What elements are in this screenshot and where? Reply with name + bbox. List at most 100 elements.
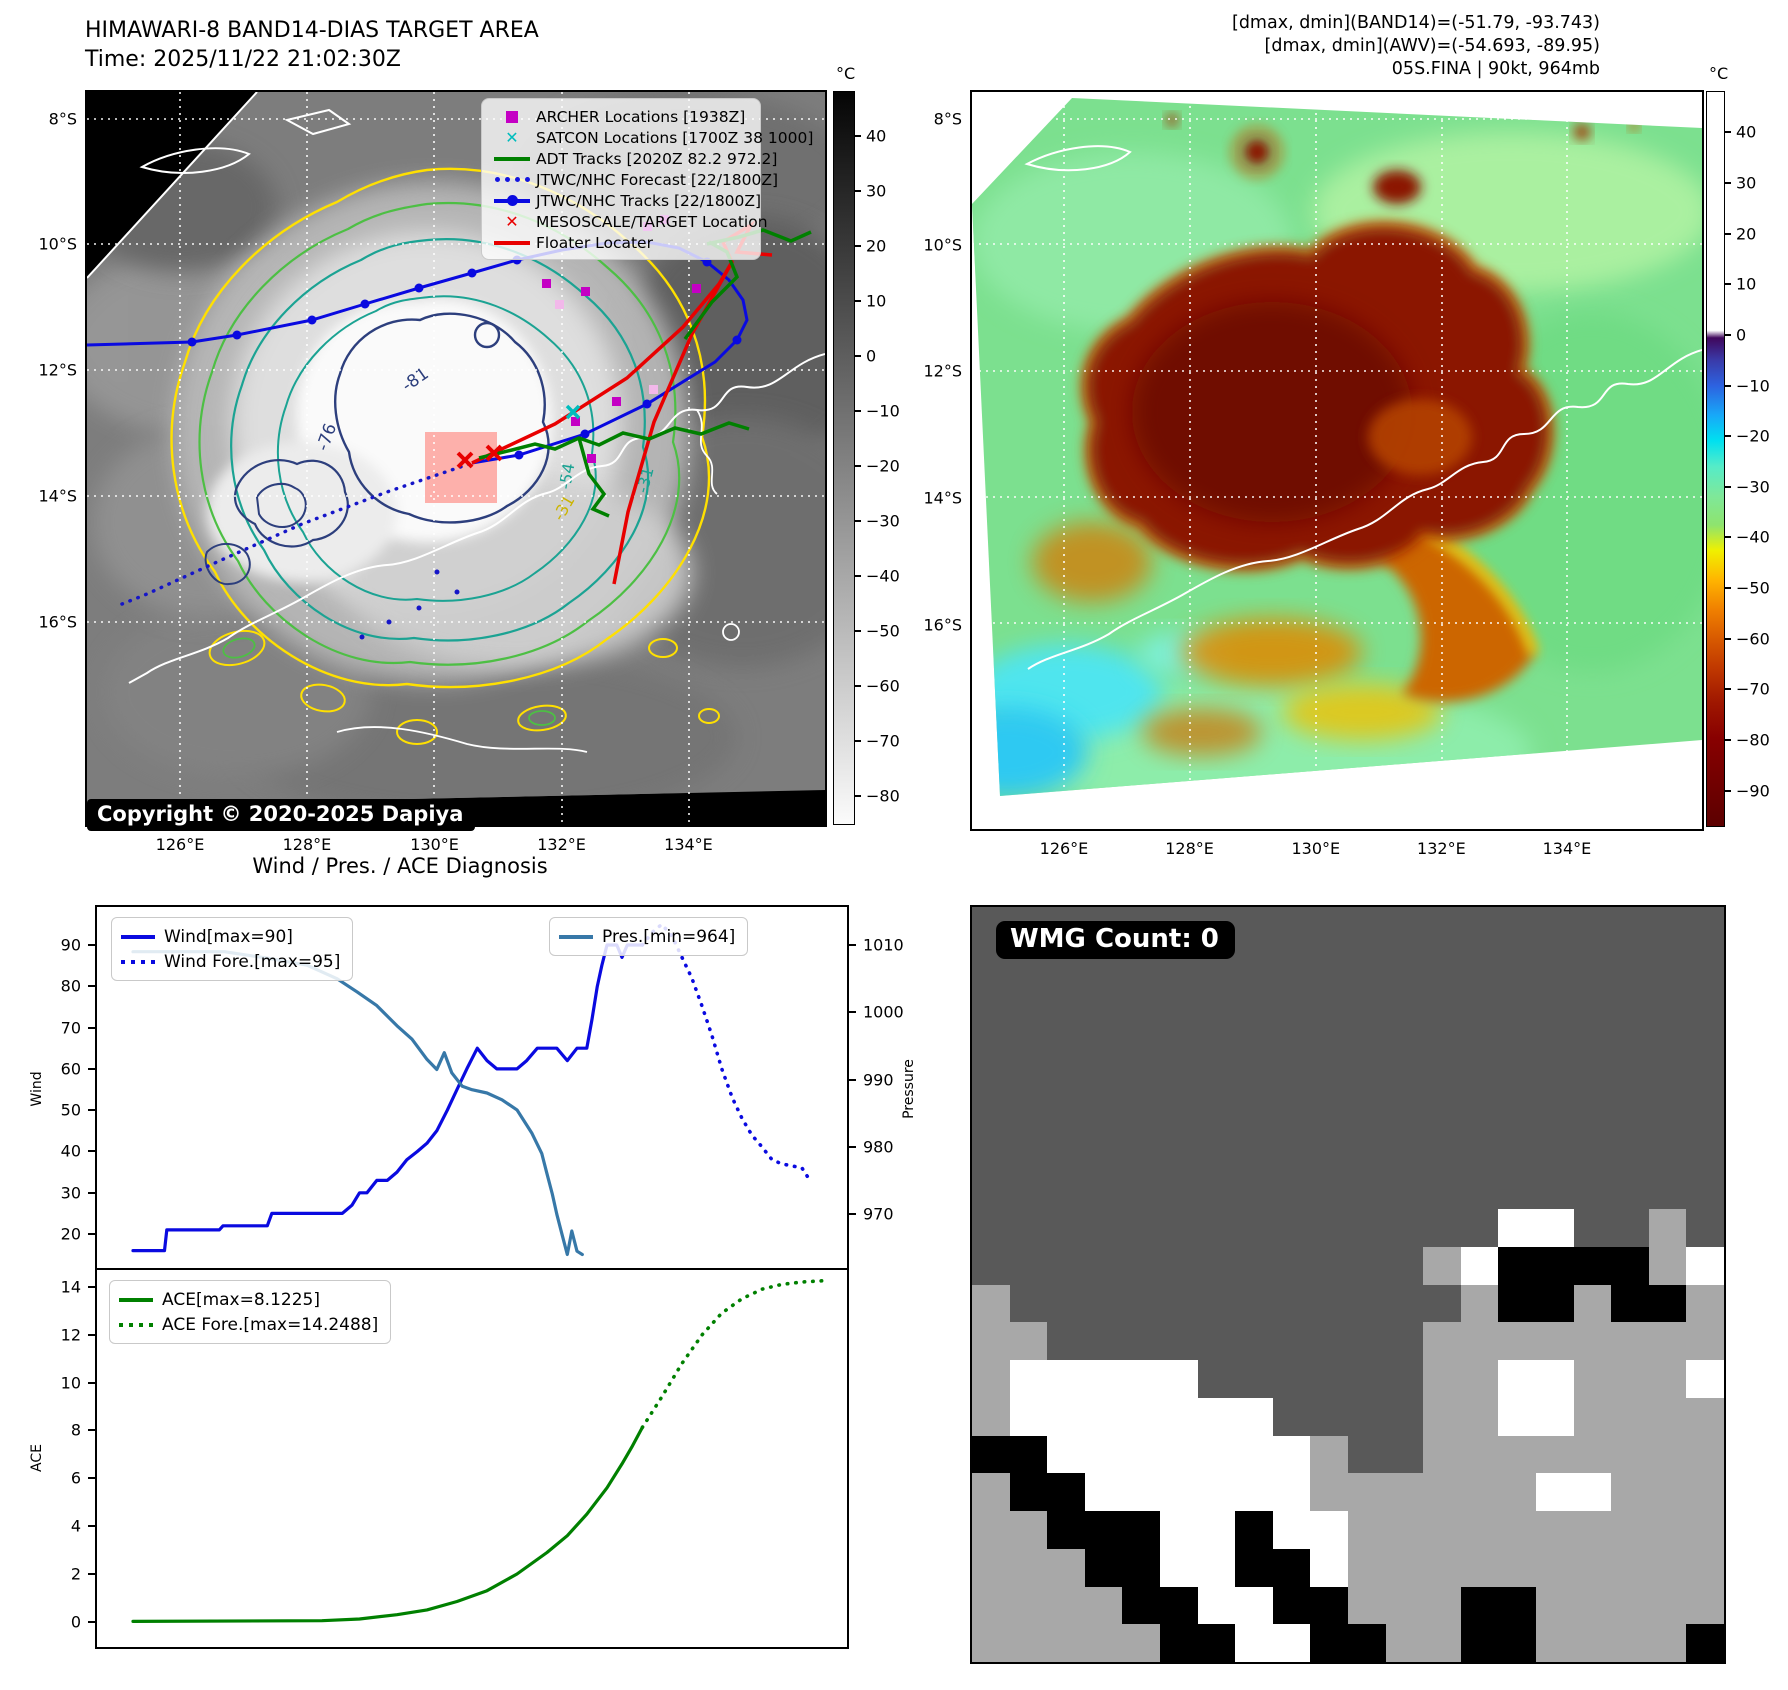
wmg-cell — [1009, 982, 1048, 1021]
wmg-cell — [1460, 1133, 1499, 1172]
band14-map-panel: -81 -76 -54 -31 -31 — [38, 90, 827, 854]
wmg-cell — [1573, 1020, 1612, 1058]
colorbar-tick — [854, 520, 861, 523]
series-pres-min-964- — [131, 950, 584, 1257]
wmg-cell — [1460, 1209, 1499, 1247]
wmg-cell — [1573, 1246, 1612, 1285]
wmg-cell — [1611, 1548, 1649, 1587]
axis-tick — [847, 1078, 856, 1081]
colorbar-unit: °C — [836, 64, 856, 83]
wmg-cell — [1498, 1624, 1536, 1662]
coastline-timor — [139, 147, 251, 174]
wmg-cell — [1460, 982, 1499, 1021]
wmg-cell — [1347, 1548, 1386, 1587]
wmg-cell — [972, 1548, 1010, 1587]
wmg-cell — [1235, 907, 1273, 945]
x-marker-icon: ✕ — [505, 211, 519, 231]
wmg-cell — [1009, 1209, 1048, 1247]
wmg-cell — [1573, 982, 1612, 1021]
wmg-cell — [1159, 1435, 1198, 1474]
wmg-cell — [972, 1020, 1010, 1058]
wmg-cell — [1272, 1548, 1311, 1587]
axis-tick-label: 8 — [70, 1420, 81, 1440]
wmg-cell — [1197, 1511, 1236, 1549]
chart-legend-label: Pres.[min=964] — [602, 926, 736, 947]
colorbar-tick-label: −70 — [1736, 679, 1770, 699]
wmg-cell — [1310, 1586, 1348, 1625]
wmg-cell — [1197, 982, 1236, 1021]
wmg-cell — [1611, 944, 1649, 983]
wmg-cell — [1648, 1246, 1687, 1285]
axis-tick — [88, 1477, 97, 1480]
colorbar-tick-label: −30 — [1736, 477, 1770, 497]
legend-label: JTWC/NHC Forecast [22/1800Z] — [536, 170, 779, 189]
axis-tick — [88, 1333, 97, 1336]
axis-tick-label: 12 — [60, 1325, 81, 1345]
wmg-cell — [1535, 1473, 1574, 1511]
series-wind-max-90- — [131, 943, 644, 1253]
axis-tick — [88, 1191, 97, 1194]
wmg-cell — [1235, 1586, 1273, 1625]
wmg-cell — [1423, 1548, 1461, 1587]
wmg-cell — [1347, 1360, 1386, 1398]
axis-tick-label: 980 — [863, 1137, 894, 1157]
solid-line-swatch-icon — [119, 1297, 153, 1302]
wmg-cell — [1047, 1095, 1085, 1134]
wmg-cell — [1272, 1095, 1311, 1134]
wmg-cell — [1272, 1246, 1311, 1285]
lat-tick-label: 14°S — [923, 488, 962, 508]
colorbar-tick — [854, 795, 861, 798]
wmg-cell — [1423, 1209, 1461, 1247]
wmg-cell — [1535, 1586, 1574, 1625]
wmg-cell — [1573, 1133, 1612, 1172]
axis-tick-label: 0 — [70, 1612, 81, 1632]
axis-tick — [88, 1026, 97, 1029]
wmg-cell — [1686, 1020, 1724, 1058]
axis-tick-label: 2 — [70, 1564, 81, 1584]
line-marker-icon — [490, 240, 534, 245]
axis-tick-label: 1000 — [863, 1002, 904, 1022]
wmg-cell — [1460, 1058, 1499, 1096]
legend-label: ARCHER Locations [1938Z] — [536, 107, 746, 126]
wmg-cell — [1686, 1322, 1724, 1360]
wmg-cell — [1423, 1397, 1461, 1436]
series-ace-max-8-1225- — [131, 1425, 644, 1623]
wmg-cell — [1686, 1360, 1724, 1398]
wmg-cell — [1159, 1058, 1198, 1096]
wmg-cell — [1686, 1284, 1724, 1323]
band14-map-art: -81 -76 -54 -31 -31 — [87, 92, 825, 825]
lon-tick-label: 128°E — [282, 835, 332, 854]
wmg-cell — [1347, 1095, 1386, 1134]
lat-tick-label: 10°S — [923, 235, 962, 255]
legend-item: ✕ SATCON Locations [1700Z 38 1000] — [490, 127, 813, 148]
wmg-cell — [1611, 1058, 1649, 1096]
wind-axis-label: Wind — [29, 1071, 45, 1107]
awv-colorbar: °C 40 30 20 10 0 −10 −20 −30 −40 −50 −60 −70 −80 −90 — [1706, 64, 1770, 827]
lat-tick-label: 12°S — [923, 361, 962, 381]
colorbar-tick-label: 0 — [866, 346, 877, 366]
wmg-cell — [1498, 907, 1536, 945]
wmg-cell — [1009, 1397, 1048, 1436]
wmg-cell — [1423, 1058, 1461, 1096]
lon-tick-label: 126°E — [155, 835, 205, 854]
wmg-cell — [1460, 907, 1499, 945]
wmg-cell — [1084, 1322, 1123, 1360]
mesoscale-markers — [456, 444, 503, 469]
wmg-cell — [1197, 1095, 1236, 1134]
wmg-cell — [1460, 1322, 1499, 1360]
wmg-cell — [972, 1095, 1010, 1134]
wmg-cell — [1686, 1397, 1724, 1436]
wmg-cell — [1310, 1360, 1348, 1398]
wmg-cell — [1235, 1322, 1273, 1360]
wmg-cell — [1159, 1360, 1198, 1398]
lat-tick-label: 14°S — [38, 486, 77, 506]
chart-legend-label: ACE Fore.[max=14.2488] — [162, 1314, 379, 1335]
wmg-cell — [1385, 1284, 1424, 1323]
map-gridlines — [87, 92, 825, 825]
pressure-axis-label: Pressure — [901, 1059, 917, 1119]
copyright-badge: Copyright © 2020-2025 Dapiya — [87, 799, 476, 831]
wmg-cell — [1047, 1171, 1085, 1209]
wmg-cell — [1122, 1171, 1160, 1209]
wmg-cell — [1235, 1209, 1273, 1247]
